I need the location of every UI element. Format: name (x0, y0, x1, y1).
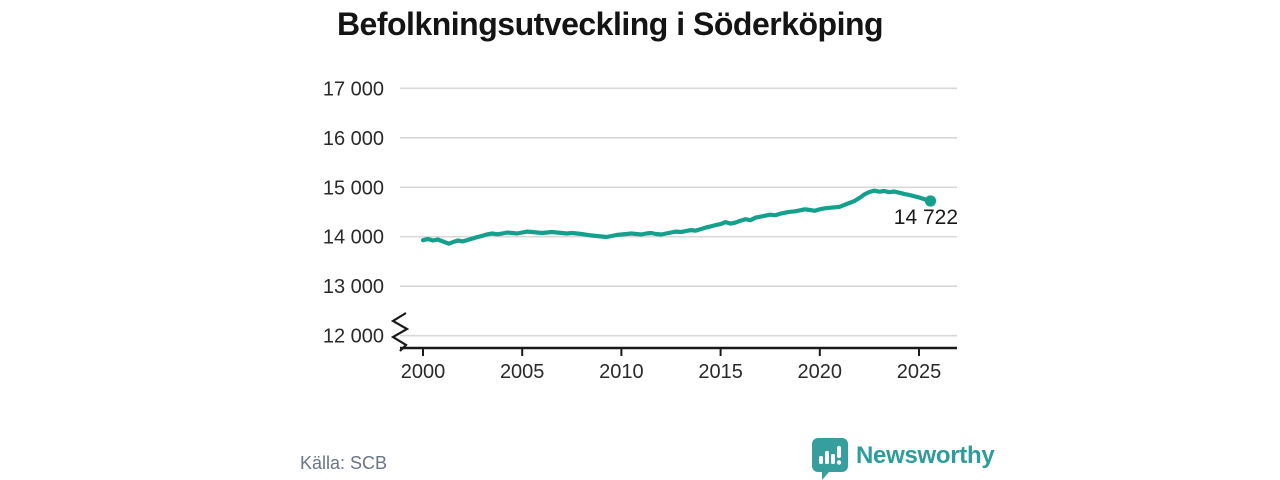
x-axis (400, 346, 957, 356)
newsworthy-logo-icon (812, 438, 848, 480)
axis-break-icon (390, 312, 410, 352)
x-axis-labels: 2000 2005 2010 2015 2020 2025 (401, 361, 942, 383)
x-tick-label: 2015 (698, 361, 743, 383)
end-marker (924, 195, 937, 207)
end-value-label: 14 722 (894, 206, 958, 229)
y-tick-label: 13 000 (323, 276, 384, 298)
y-axis-labels: 17 000 16 000 15 000 14 000 13 000 12 000 (323, 78, 384, 347)
source-label: Källa: SCB (300, 453, 388, 473)
x-tick-label: 2025 (897, 361, 942, 383)
chart-title: Befolkningsutveckling i Söderköping (336, 6, 884, 42)
newsworthy-logo: Newsworthy (812, 438, 995, 480)
y-tick-label: 14 000 (323, 227, 384, 249)
newsworthy-logo-text: Newsworthy (856, 442, 995, 469)
y-tick-label: 16 000 (323, 128, 384, 150)
y-gridlines (400, 87, 957, 337)
x-tick-label: 2010 (599, 361, 644, 383)
x-tick-label: 2020 (798, 361, 843, 383)
y-tick-label: 12 000 (323, 326, 384, 348)
x-tick-label: 2005 (500, 361, 545, 383)
data-line (420, 188, 933, 246)
x-tick-label: 2000 (401, 361, 446, 383)
y-tick-label: 17 000 (323, 78, 384, 100)
y-tick-label: 15 000 (323, 177, 384, 199)
